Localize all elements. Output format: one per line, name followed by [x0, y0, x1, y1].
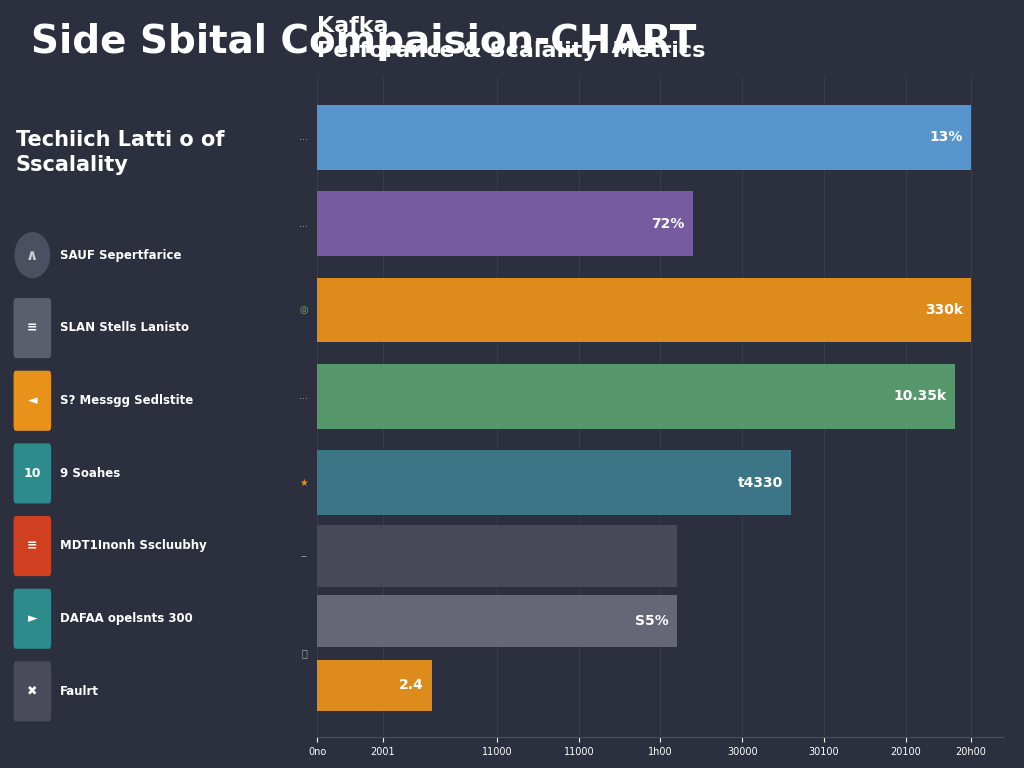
Text: DAFAA opelsnts 300: DAFAA opelsnts 300	[60, 612, 193, 625]
Text: SLAN Stells Lanisto: SLAN Stells Lanisto	[60, 321, 189, 334]
Text: ★: ★	[299, 478, 307, 488]
Bar	[317, 660, 432, 711]
FancyBboxPatch shape	[13, 443, 51, 504]
Text: --: --	[301, 551, 307, 561]
Text: Kafka
Perforance & Scalality  Metrics: Kafka Perforance & Scalality Metrics	[317, 16, 706, 61]
Text: 330k: 330k	[925, 303, 963, 317]
Bar	[317, 525, 677, 587]
Bar	[317, 364, 954, 429]
Text: 9 Soahes: 9 Soahes	[60, 467, 120, 479]
Text: Faulrt: Faulrt	[60, 684, 99, 697]
Ellipse shape	[14, 232, 50, 278]
Text: ∧: ∧	[27, 247, 39, 263]
Text: 🎭: 🎭	[302, 648, 307, 658]
Bar	[317, 105, 971, 170]
Bar	[317, 277, 971, 343]
Text: ◄: ◄	[28, 394, 37, 407]
Text: Side Sbital Compaision-CHART: Side Sbital Compaision-CHART	[31, 23, 696, 61]
Text: ...: ...	[299, 391, 307, 401]
Text: ►: ►	[28, 612, 37, 625]
Text: MDT1Inonh Sscluubhy: MDT1Inonh Sscluubhy	[60, 539, 207, 552]
Text: 13%: 13%	[930, 131, 963, 144]
Text: S5%: S5%	[635, 614, 669, 627]
Text: 72%: 72%	[651, 217, 685, 230]
Text: t4330: t4330	[737, 475, 783, 489]
Text: S? Messgg Sedlstite: S? Messgg Sedlstite	[60, 394, 194, 407]
FancyBboxPatch shape	[13, 588, 51, 649]
Text: 2.4: 2.4	[399, 678, 424, 693]
Text: 10: 10	[24, 467, 41, 479]
Text: Techiich Latti o of
Sscalality: Techiich Latti o of Sscalality	[15, 130, 224, 175]
Text: SAUF Sepertfarice: SAUF Sepertfarice	[60, 249, 181, 262]
FancyBboxPatch shape	[13, 298, 51, 358]
Text: ✖: ✖	[27, 684, 38, 697]
Text: ≡: ≡	[27, 321, 38, 334]
Text: ...: ...	[299, 132, 307, 142]
Text: ...: ...	[299, 219, 307, 229]
FancyBboxPatch shape	[13, 661, 51, 721]
FancyBboxPatch shape	[13, 371, 51, 431]
Text: 10.35k: 10.35k	[893, 389, 946, 403]
Bar	[317, 450, 792, 515]
Bar	[317, 191, 693, 256]
Bar	[317, 595, 677, 647]
FancyBboxPatch shape	[13, 516, 51, 576]
Text: ≡: ≡	[27, 539, 38, 552]
Text: ◎: ◎	[299, 305, 307, 315]
